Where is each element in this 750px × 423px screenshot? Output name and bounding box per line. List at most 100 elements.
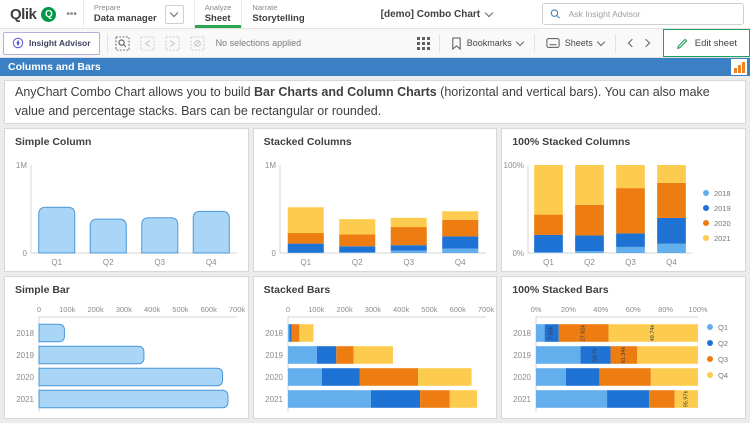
chart-card-100-stacked-bars: 100% Stacked Bars 0%20%40%60%80%100%2018… (501, 276, 746, 419)
svg-text:2020: 2020 (514, 373, 532, 382)
svg-text:2020: 2020 (714, 219, 731, 228)
svg-text:49.74k: 49.74k (651, 324, 657, 341)
insight-advisor-button[interactable]: Insight Advisor (3, 32, 100, 55)
data-manager-dropdown-button[interactable] (165, 5, 184, 24)
svg-text:2019: 2019 (265, 351, 283, 360)
pencil-icon (676, 37, 689, 50)
search-icon (550, 8, 561, 20)
description-text-bold: Bar Charts and Column Charts (254, 85, 437, 99)
sheets-menu[interactable]: Sheets (542, 37, 608, 49)
svg-text:Q4: Q4 (666, 258, 677, 267)
app-title: [demo] Combo Chart (381, 9, 480, 20)
svg-text:100k: 100k (59, 305, 76, 314)
svg-text:0%: 0% (531, 305, 542, 314)
svg-text:68.7k: 68.7k (593, 348, 599, 362)
svg-text:95.97k: 95.97k (684, 390, 690, 407)
svg-text:0: 0 (286, 305, 290, 314)
svg-text:100%: 100% (689, 305, 709, 314)
svg-text:600k: 600k (201, 305, 218, 314)
chart-title: 100% Stacked Bars (512, 284, 608, 296)
svg-text:0: 0 (271, 249, 276, 258)
svg-text:2018: 2018 (714, 189, 731, 198)
app-title-menu[interactable]: [demo] Combo Chart (381, 0, 492, 28)
divider (615, 34, 616, 52)
more-menu-icon[interactable]: ••• (66, 9, 77, 20)
nav-analyze[interactable]: Analyze Sheet (194, 0, 242, 28)
nav-prepare[interactable]: Prepare Data manager (83, 0, 194, 28)
svg-text:Q3: Q3 (718, 355, 728, 364)
bookmarks-menu[interactable]: Bookmarks (447, 37, 527, 50)
svg-text:2021: 2021 (514, 395, 532, 404)
svg-text:80%: 80% (658, 305, 673, 314)
svg-text:40%: 40% (594, 305, 609, 314)
svg-text:Q3: Q3 (403, 258, 414, 267)
edit-sheet-button[interactable]: Edit sheet (663, 29, 750, 57)
svg-text:2020: 2020 (16, 373, 34, 382)
top-nav-bar: Qlik Q ••• Prepare Data manager Analyze … (0, 0, 750, 29)
selections-search-button[interactable] (115, 35, 131, 51)
svg-text:200k: 200k (87, 305, 104, 314)
svg-text:100%: 100% (504, 161, 524, 170)
step-back-icon (140, 36, 155, 51)
nav-prepare-value: Data manager (94, 13, 157, 25)
svg-text:7.86k: 7.86k (549, 326, 555, 340)
charts-grid-button[interactable] (416, 35, 432, 51)
svg-text:61.34k: 61.34k (621, 346, 627, 363)
svg-text:600k: 600k (449, 305, 466, 314)
chart-title: Simple Column (15, 136, 91, 148)
next-sheet-button[interactable] (639, 40, 655, 46)
svg-text:2020: 2020 (265, 373, 283, 382)
chevron-down-icon (170, 8, 178, 16)
insight-advisor-search[interactable] (542, 3, 744, 25)
chevron-down-icon (597, 37, 605, 45)
compass-icon (12, 37, 24, 49)
svg-text:Q2: Q2 (718, 339, 728, 348)
svg-text:2021: 2021 (714, 234, 731, 243)
svg-text:Q3: Q3 (625, 258, 636, 267)
svg-text:500k: 500k (172, 305, 189, 314)
svg-text:Q4: Q4 (206, 258, 217, 267)
sheets-label: Sheets (565, 38, 593, 48)
selections-search-icon (115, 36, 130, 51)
step-back-button[interactable] (140, 35, 156, 51)
sheet-title-bar: Columns and Bars (0, 58, 750, 76)
svg-text:2019: 2019 (714, 204, 731, 213)
nav-narrate-label: Narrate (252, 3, 304, 12)
clear-selections-button[interactable] (190, 35, 206, 51)
divider (107, 34, 108, 52)
chart-title: 100% Stacked Columns (512, 136, 630, 148)
search-input[interactable] (567, 8, 736, 20)
svg-text:20%: 20% (561, 305, 576, 314)
chart-title: Stacked Bars (264, 284, 331, 296)
svg-text:500k: 500k (421, 305, 438, 314)
prev-sheet-button[interactable] (623, 40, 639, 46)
chevron-left-icon (628, 39, 636, 47)
svg-text:60%: 60% (626, 305, 641, 314)
anychart-columns-icon (731, 59, 747, 75)
svg-text:Q2: Q2 (584, 258, 595, 267)
qlik-q-icon: Q (41, 7, 56, 22)
grid-icon (417, 37, 430, 50)
qlik-logo[interactable]: Qlik Q (0, 0, 64, 28)
nav-narrate[interactable]: Narrate Storytelling (241, 0, 314, 28)
svg-text:Q1: Q1 (300, 258, 311, 267)
step-forward-button[interactable] (165, 35, 181, 51)
description-card: AnyChart Combo Chart allows you to build… (4, 80, 746, 124)
divider (439, 34, 440, 52)
svg-text:Q1: Q1 (543, 258, 554, 267)
svg-text:700k: 700k (478, 305, 495, 314)
svg-text:200k: 200k (336, 305, 353, 314)
divider (534, 34, 535, 52)
